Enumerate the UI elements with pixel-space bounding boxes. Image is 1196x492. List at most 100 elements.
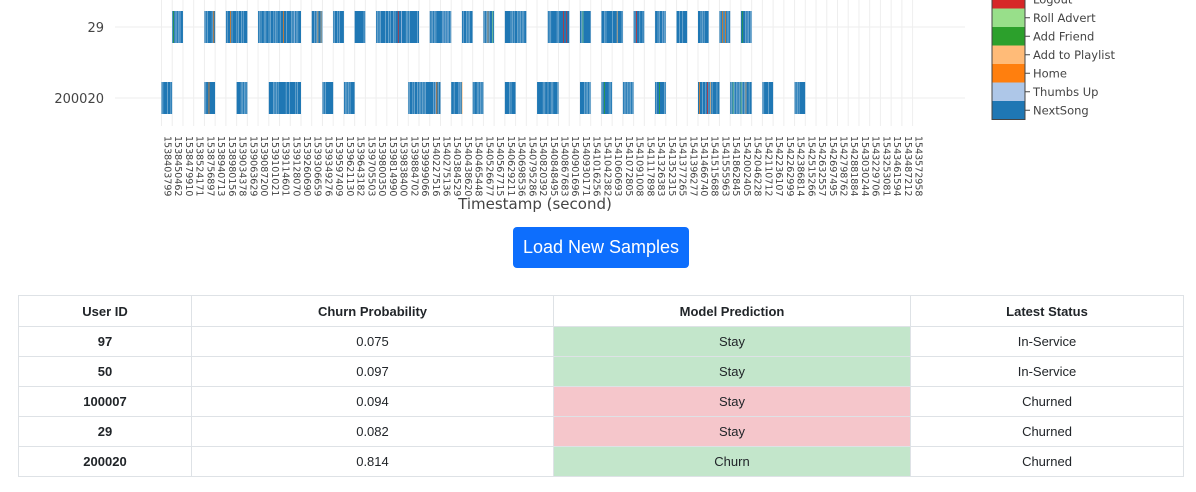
legend-label[interactable]: Home — [1033, 66, 1067, 80]
event-stripe — [563, 11, 564, 43]
event-stripe — [478, 82, 480, 114]
x-tick-label: 1542386814 — [795, 136, 806, 196]
legend-label[interactable]: NextSong — [1033, 103, 1089, 117]
event-stripe — [245, 82, 247, 114]
event-stripe — [548, 11, 550, 43]
event-stripe — [438, 82, 439, 114]
cell-user-id: 200020 — [18, 446, 192, 477]
legend-swatch[interactable] — [992, 45, 1025, 65]
x-axis-title: Timestamp (second) — [457, 195, 612, 213]
legend-swatch[interactable] — [992, 27, 1025, 46]
event-stripe — [682, 11, 684, 43]
chart-legend[interactable]: Logout Roll Advert Add Friend Add to Playli… — [991, 0, 1115, 120]
x-tick-label: 1541072805 — [623, 136, 634, 196]
event-stripe — [547, 82, 549, 114]
event-stripe — [610, 82, 612, 114]
event-stripe — [315, 11, 317, 43]
event-stripe — [587, 82, 589, 114]
event-stripe — [517, 11, 518, 43]
bar-block-user-29 — [676, 11, 688, 43]
legend-label[interactable]: Add Friend — [1033, 29, 1094, 43]
x-tick-label: 1538479910 — [183, 136, 194, 196]
x-tick-label: 1538524171 — [194, 136, 205, 196]
bar-block-user-200020 — [236, 82, 248, 114]
event-stripe — [462, 11, 464, 43]
event-stripe — [338, 11, 340, 43]
event-stripe — [297, 11, 299, 43]
x-tick-label: 1540526677 — [483, 136, 494, 196]
event-stripe — [334, 11, 335, 43]
x-tick-label: 1542515266 — [805, 136, 816, 196]
bar-block-user-29 — [655, 11, 666, 43]
bar-block-user-29 — [333, 11, 344, 43]
event-stripe — [409, 82, 410, 114]
event-stripe — [722, 11, 723, 43]
event-stripe — [414, 82, 415, 114]
event-stripe — [423, 82, 425, 114]
bar-block-user-29 — [579, 11, 591, 43]
event-stripe — [242, 82, 244, 114]
event-stripe — [487, 11, 489, 43]
event-stripe — [710, 82, 711, 114]
legend-label[interactable]: Thumbs Up — [1032, 85, 1098, 99]
event-stripe — [708, 11, 710, 43]
x-tick-label: 1539063629 — [247, 136, 258, 196]
header-model-prediction: Model Prediction — [553, 295, 911, 327]
event-stripe — [642, 11, 644, 43]
cell-model-prediction: Stay — [553, 356, 911, 387]
legend-label[interactable]: Roll Advert — [1033, 11, 1096, 25]
legend-label[interactable]: Add to Playlist — [1033, 48, 1115, 62]
bar-block-user-29 — [740, 11, 752, 43]
event-stripe — [513, 11, 515, 43]
x-tick-label: 1542236107 — [773, 136, 784, 196]
x-tick-label: 1540930171 — [580, 136, 591, 196]
event-stripe — [289, 82, 290, 114]
event-stripe — [798, 82, 800, 114]
event-stripe — [236, 11, 238, 43]
event-stripe — [443, 11, 445, 43]
event-stripe — [405, 11, 407, 43]
event-stripe — [763, 82, 765, 114]
event-stripe — [378, 11, 380, 43]
bar-block-user-29 — [376, 11, 420, 43]
event-stripe — [273, 11, 275, 43]
event-stripe — [735, 82, 737, 114]
event-stripe — [205, 11, 207, 43]
bar-block-user-29 — [633, 11, 645, 43]
event-stripe — [389, 11, 391, 43]
x-tick-label: 1541352315 — [666, 136, 677, 196]
cell-churn-probability: 0.814 — [191, 446, 554, 477]
event-stripe — [445, 11, 446, 43]
x-tick-label: 1540867683 — [559, 136, 570, 196]
y-axis: 29 200020 — [54, 21, 104, 107]
event-stripe — [544, 82, 546, 114]
x-tick-label: 1539800350 — [376, 136, 387, 196]
event-stripe — [433, 11, 435, 43]
legend-swatch[interactable] — [992, 82, 1025, 102]
event-stripe — [322, 11, 324, 43]
event-stripe — [742, 82, 744, 114]
event-stripe — [291, 11, 292, 43]
legend-label[interactable]: Logout — [1033, 0, 1073, 6]
event-stripe — [467, 11, 469, 43]
x-tick-label: 1538980156 — [226, 136, 237, 196]
event-stripe — [665, 11, 667, 43]
cell-churn-probability: 0.075 — [191, 326, 554, 357]
legend-swatch[interactable] — [992, 8, 1025, 28]
legend-swatch[interactable] — [992, 64, 1025, 83]
event-stripe — [422, 82, 423, 114]
event-stripe — [407, 11, 409, 43]
event-stripe — [510, 82, 512, 114]
legend-swatch[interactable] — [992, 0, 1025, 9]
x-tick-label: 1542002405 — [741, 136, 752, 196]
event-stripe — [687, 11, 688, 43]
header-user-id: User ID — [18, 295, 192, 327]
event-stripe — [276, 11, 278, 43]
event-stripe — [294, 11, 295, 43]
event-stripe — [279, 11, 281, 43]
load-new-samples-button[interactable]: Load New Samples — [513, 227, 689, 268]
event-stripe — [484, 11, 486, 43]
event-stripe — [552, 82, 554, 114]
legend-swatch[interactable] — [992, 101, 1025, 120]
event-stripe — [699, 82, 700, 114]
